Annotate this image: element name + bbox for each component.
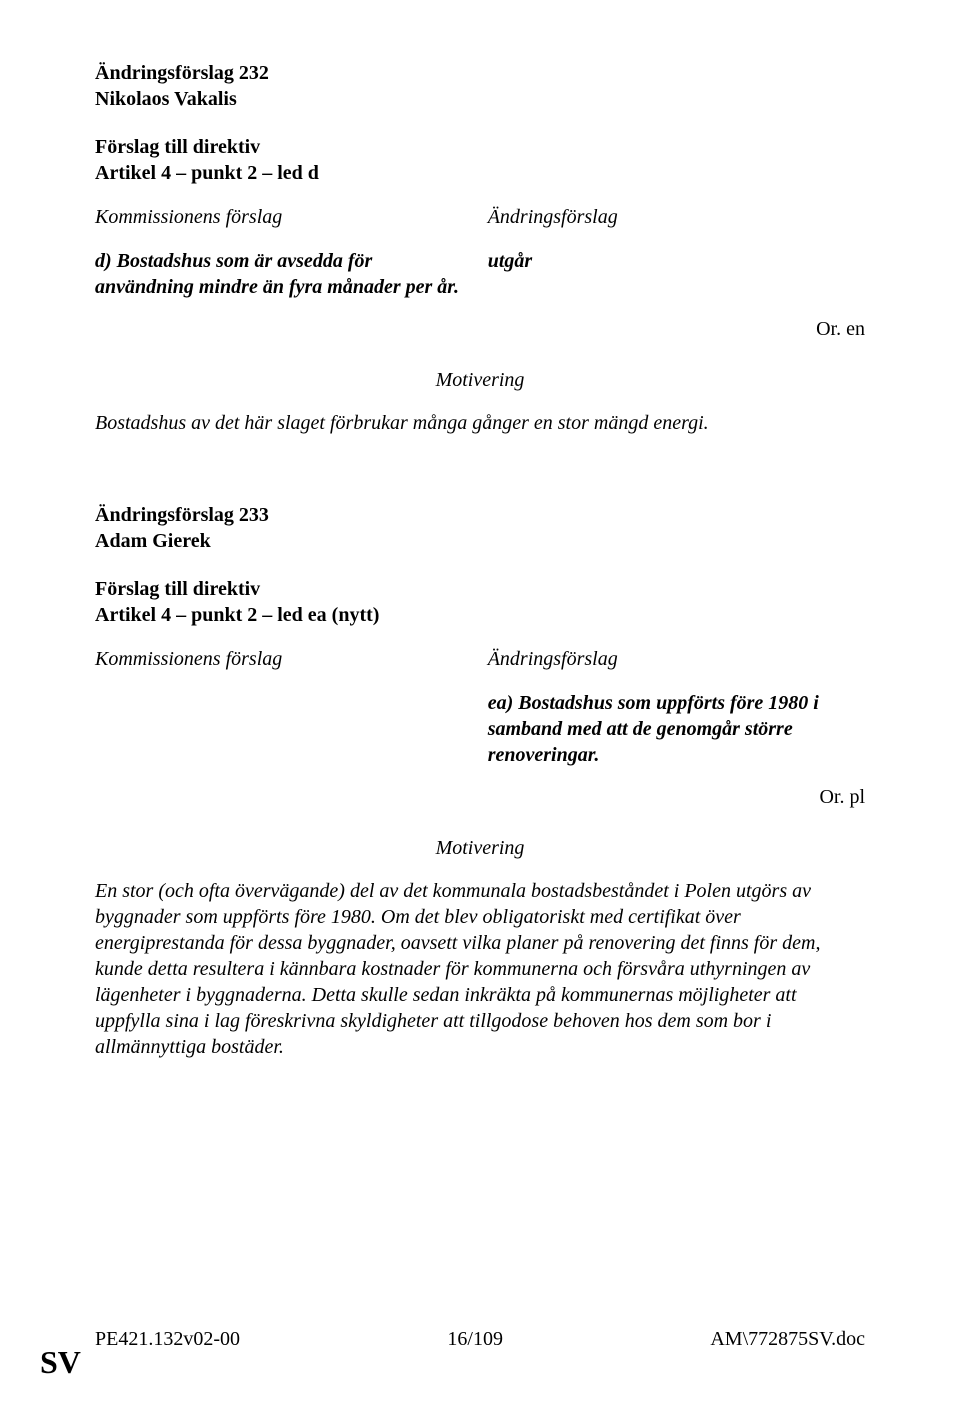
amendment-233-title: Ändringsförslag 233 [95, 504, 269, 526]
col-right-header: Ändringsförslag [488, 204, 865, 230]
amendment-232-justification-text: Bostadshus av det här slaget förbrukar m… [95, 410, 865, 436]
amendment-233-subheader: Förslag till direktiv Artikel 4 – punkt … [95, 576, 865, 628]
amendment-233-text-row: ea) Bostadshus som uppförts före 1980 i … [95, 690, 865, 768]
amendment-232-header: Ändringsförslag 232 Nikolaos Vakalis [95, 60, 865, 112]
amendment-232-title: Ändringsförslag 232 [95, 62, 269, 84]
amendment-233-original-text [95, 690, 472, 768]
amendment-233-justification-text: En stor (och ofta övervägande) del av de… [95, 878, 865, 1060]
amendment-232-origin: Or. en [95, 318, 865, 341]
amendment-233-column-headers: Kommissionens förslag Ändringsförslag [95, 646, 865, 672]
amendment-233-header: Ändringsförslag 233 Adam Gierek [95, 502, 865, 554]
amendment-232-author: Nikolaos Vakalis [95, 88, 237, 110]
amendment-233-justification-label: Motivering [95, 837, 865, 860]
page-footer: PE421.132v02-00 16/109 AM\772875SV.doc [95, 1328, 865, 1351]
footer-right: AM\772875SV.doc [710, 1328, 865, 1351]
amendment-232-article-ref: Artikel 4 – punkt 2 – led d [95, 162, 319, 184]
amendment-233-article-ref: Artikel 4 – punkt 2 – led ea (nytt) [95, 604, 379, 626]
footer-left: PE421.132v02-00 [95, 1328, 240, 1351]
amendment-233-author: Adam Gierek [95, 530, 211, 552]
col-left-header: Kommissionens förslag [95, 204, 472, 230]
col-right-header: Ändringsförslag [488, 646, 865, 672]
footer-center: 16/109 [447, 1328, 503, 1351]
col-left-header: Kommissionens förslag [95, 646, 472, 672]
amendment-232-column-headers: Kommissionens förslag Ändringsförslag [95, 204, 865, 230]
amendment-232-subheader: Förslag till direktiv Artikel 4 – punkt … [95, 134, 865, 186]
amendment-232-replacement-text: utgår [488, 248, 865, 300]
amendment-233-proposal-label: Förslag till direktiv [95, 578, 260, 600]
amendment-232-justification-label: Motivering [95, 369, 865, 392]
amendment-232-proposal-label: Förslag till direktiv [95, 136, 260, 158]
language-marker: SV [40, 1344, 81, 1381]
amendment-232-original-text: d) Bostadshus som är avsedda för användn… [95, 248, 472, 300]
amendment-232-text-row: d) Bostadshus som är avsedda för användn… [95, 248, 865, 300]
amendment-233-origin: Or. pl [95, 786, 865, 809]
amendment-233-replacement-text: ea) Bostadshus som uppförts före 1980 i … [488, 690, 865, 768]
